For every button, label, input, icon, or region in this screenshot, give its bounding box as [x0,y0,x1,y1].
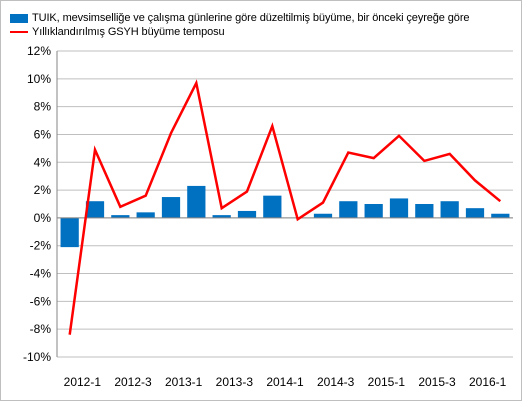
y-tick-label: -10% [23,350,51,364]
x-tick-label: 2013-1 [165,375,203,389]
y-tick-label: 4% [34,155,52,169]
chart-legend: TUIK, mevsimselliğe ve çalışma günlerine… [10,11,470,39]
y-tick-label: -2% [30,239,52,253]
y-tick-label: 12% [27,44,51,58]
x-tick-label: 2015-3 [418,375,456,389]
y-tick-label: 10% [27,72,51,86]
bar [136,212,155,218]
x-tick-label: 2014-3 [317,375,355,389]
x-tick-label: 2012-1 [64,375,102,389]
y-tick-label: 6% [34,127,52,141]
y-tick-label: -4% [30,267,52,281]
bar [237,210,257,218]
bar [364,204,383,218]
bar [465,208,485,218]
legend-label-bars: TUIK, mevsimselliğe ve çalışma günlerine… [32,12,470,24]
bar [187,185,206,218]
legend-swatch-line [10,31,28,33]
legend-swatch-bar [10,13,28,23]
bar [263,195,282,218]
bar [111,215,130,218]
bar [212,215,231,218]
bar [60,217,79,248]
x-tick-label: 2015-1 [368,375,406,389]
x-tick-label: 2012-3 [114,375,152,389]
y-tick-label: -6% [30,294,52,308]
bar [161,197,181,218]
y-tick-label: 2% [34,183,52,197]
bar [85,201,105,218]
bar [415,204,434,218]
x-tick-label: 2014-1 [266,375,304,389]
legend-entry-bars: TUIK, mevsimselliğe ve çalışma günlerine… [10,11,470,25]
y-tick-label: -8% [30,322,52,336]
bar [491,213,510,218]
legend-entry-line: Yıllıklandırılmış GSYH büyüme temposu [10,25,469,39]
legend-label-line: Yıllıklandırılmış GSYH büyüme temposu [32,26,225,38]
x-tick-label: 2013-3 [216,375,254,389]
y-tick-label: 0% [34,211,52,225]
series-line [68,79,502,335]
x-tick-label: 2016-1 [469,375,507,389]
y-tick-label: 8% [34,100,52,114]
bar [440,201,459,218]
bar [313,213,333,218]
bar [389,198,409,218]
bar [339,201,358,218]
